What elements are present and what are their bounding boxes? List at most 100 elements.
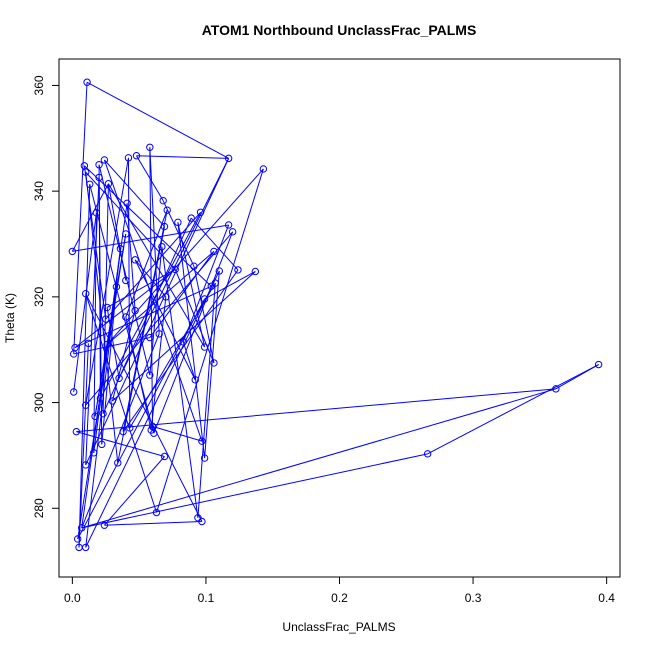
series-line-segment [156, 168, 264, 513]
data-point [68, 247, 77, 256]
data-point [99, 409, 107, 418]
data-point [95, 161, 103, 169]
series-line-segment [89, 184, 155, 434]
data-point [194, 514, 202, 522]
data-point [187, 214, 195, 222]
series-line-segment [177, 222, 206, 348]
series-line-segment [104, 521, 202, 526]
data-point [146, 371, 154, 379]
x-tick-label: 0.2 [331, 591, 348, 605]
chart-title: ATOM1 Northbound UnclassFrac_PALMS [202, 22, 477, 38]
x-tick-label: 0.1 [198, 591, 215, 605]
series-points [68, 78, 603, 552]
data-point [124, 154, 133, 162]
data-point [200, 343, 209, 351]
series-line-segment [134, 259, 196, 381]
series-line-segment [129, 282, 216, 429]
data-point [159, 196, 167, 205]
data-point [96, 394, 105, 403]
data-point [80, 162, 89, 170]
data-point [82, 401, 90, 409]
data-point [82, 543, 90, 552]
series-line-segment [73, 82, 88, 354]
data-point [119, 427, 127, 436]
data-point [160, 452, 169, 461]
x-axis: 0.0 0.1 0.2 0.3 0.4 [64, 576, 615, 605]
series-line-segment [161, 246, 199, 518]
data-point [82, 289, 90, 298]
data-point [210, 359, 218, 367]
data-point [108, 397, 117, 405]
series-line-segment [73, 337, 150, 355]
series-line-segment [107, 183, 127, 281]
series-line-segment [105, 211, 201, 320]
series-line-segment [78, 343, 89, 548]
data-point [594, 360, 603, 369]
data-point [91, 412, 99, 421]
y-tick-label: 300 [32, 392, 46, 412]
data-point [92, 209, 101, 217]
series-line-segment [81, 453, 428, 529]
data-point [102, 315, 110, 323]
series-line-segment [190, 217, 239, 271]
data-point [224, 221, 233, 229]
data-point [98, 440, 106, 449]
series-line-segment [85, 270, 220, 548]
series-line-segment [101, 286, 117, 445]
series-line-segment [98, 164, 101, 399]
data-point [259, 165, 268, 173]
series-line-segment [85, 177, 100, 465]
series-line-segment [73, 212, 97, 393]
data-point [84, 339, 93, 348]
data-point [200, 295, 209, 303]
data-point [122, 313, 130, 321]
series-line-segment [85, 157, 129, 406]
x-tick-label: 0.0 [64, 591, 81, 605]
series-line-segment [85, 231, 234, 406]
series-line-segment [177, 222, 206, 459]
data-point [112, 283, 121, 291]
data-point [196, 208, 205, 216]
data-point [160, 222, 169, 231]
y-axis: 280 300 320 340 360 [32, 75, 60, 518]
data-point [155, 330, 163, 338]
series-line-segment [83, 165, 107, 320]
data-point [552, 385, 560, 393]
data-point [90, 449, 98, 457]
series-line-segment [81, 388, 557, 529]
data-point [74, 535, 82, 543]
series-line-segment [152, 425, 203, 442]
data-point [163, 206, 171, 214]
series-line-segment [122, 210, 168, 432]
data-point [103, 340, 111, 349]
series-line-segment [427, 364, 599, 455]
data-point [224, 154, 233, 163]
data-point [86, 180, 94, 188]
series-line-segment [149, 147, 160, 334]
data-point [114, 459, 122, 467]
data-point [147, 426, 155, 434]
data-point [131, 256, 139, 264]
data-point [126, 424, 134, 432]
series-line-segment [182, 224, 230, 342]
series-line-segment [204, 270, 220, 459]
series-line-segment [127, 157, 131, 428]
data-point [100, 156, 109, 164]
data-point [423, 450, 432, 458]
series-line-segment [149, 246, 163, 376]
series-line-segment [102, 183, 109, 414]
data-point [228, 228, 237, 236]
data-point [179, 338, 187, 346]
data-point [210, 247, 218, 256]
data-point [162, 293, 170, 301]
series-line-segment [104, 456, 165, 526]
data-point [146, 143, 154, 151]
x-tick-label: 0.4 [598, 591, 615, 605]
data-point [95, 173, 103, 182]
series-line-segment [149, 251, 215, 338]
series-line-segment [149, 147, 153, 427]
series-lines [71, 81, 599, 548]
series-line-segment [182, 341, 196, 380]
data-point [148, 422, 157, 431]
data-point [82, 461, 90, 469]
